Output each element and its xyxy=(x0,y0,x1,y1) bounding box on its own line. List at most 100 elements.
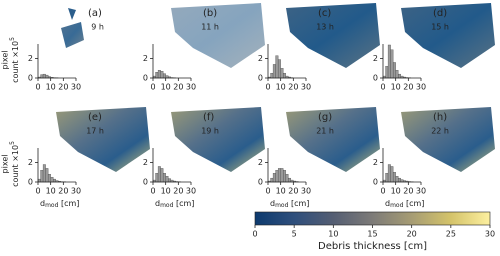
map xyxy=(171,3,265,68)
y-axis-label: pixel count ×105 xyxy=(1,141,20,187)
hist-bar xyxy=(280,68,284,79)
time-label: 19 h xyxy=(201,127,219,136)
panel-label: (d) xyxy=(433,8,447,19)
x-label-unit: [cm] xyxy=(403,199,424,208)
hist-bar xyxy=(168,178,171,183)
x-tick-label: 30 xyxy=(71,187,81,196)
x-tick-label: 0 xyxy=(35,83,40,92)
x-tick-label: 10 xyxy=(161,83,171,92)
colorbar-tick-label: 20 xyxy=(407,230,417,239)
time-label: 21 h xyxy=(316,127,334,136)
x-tick-label: 20 xyxy=(288,83,298,92)
y-tick-label: 2 xyxy=(143,158,148,167)
x-label-unit: [cm] xyxy=(288,199,309,208)
hist-bar xyxy=(160,71,164,79)
hist-bar xyxy=(270,72,274,79)
x-tick-label: 10 xyxy=(276,83,286,92)
colorbar-tick-label: 5 xyxy=(292,230,297,239)
time-label: 13 h xyxy=(316,23,334,32)
y-tick-label: 2 xyxy=(28,54,33,63)
colorbar-label: Debris thickness [cm] xyxy=(318,241,427,252)
y-label-line: count ×105 xyxy=(9,37,20,83)
map xyxy=(286,3,380,68)
x-tick-label: 0 xyxy=(265,83,270,92)
hist-bar xyxy=(165,176,169,183)
x-axis-label: dmod [cm] xyxy=(155,199,194,209)
hist-bar xyxy=(288,177,291,183)
hist-bar xyxy=(285,174,289,183)
x-tick-label: 20 xyxy=(288,187,298,196)
x-tick-label: 10 xyxy=(46,187,56,196)
y-tick-label: 0 xyxy=(143,74,148,83)
hist-bar xyxy=(157,70,161,79)
hist-bar xyxy=(50,176,54,183)
colorbar xyxy=(254,211,491,226)
hist-bar xyxy=(280,168,284,183)
x-label-sub: mod xyxy=(160,202,174,209)
map xyxy=(401,3,495,68)
x-tick-label: 20 xyxy=(403,187,413,196)
y-label-exp: 5 xyxy=(9,37,16,41)
x-axis-label: dmod [cm] xyxy=(385,199,424,209)
time-label: 22 h xyxy=(431,127,449,136)
hist-bar xyxy=(385,66,389,79)
x-tick-label: 30 xyxy=(416,83,426,92)
x-tick-label: 30 xyxy=(71,83,81,92)
y-tick-label: 2 xyxy=(258,158,263,167)
x-axis-label: dmod [cm] xyxy=(270,199,309,209)
panel-label: (c) xyxy=(318,8,331,19)
x-tick-label: 10 xyxy=(391,83,401,92)
x-tick-label: 20 xyxy=(58,187,68,196)
panel-label: (e) xyxy=(88,112,102,123)
y-label-text: count ×10 xyxy=(11,145,20,187)
hist-bar xyxy=(283,170,286,183)
panel-label: (g) xyxy=(318,112,332,123)
x-tick-label: 0 xyxy=(150,187,155,196)
x-tick-label: 10 xyxy=(276,187,286,196)
y-tick-label: 0 xyxy=(143,178,148,187)
x-axis-label: dmod [cm] xyxy=(40,199,79,209)
hist-bar xyxy=(390,166,394,183)
x-tick-label: 20 xyxy=(403,83,413,92)
hist-bar xyxy=(42,164,46,183)
hist-bar xyxy=(45,168,49,183)
hist-bar xyxy=(42,73,46,79)
hist-bar xyxy=(395,176,399,183)
time-label: 17 h xyxy=(86,127,104,136)
colorbar-tick-label: 0 xyxy=(252,230,257,239)
hist-bar xyxy=(385,173,389,183)
hist-bar xyxy=(53,178,56,183)
hist-bar xyxy=(162,173,166,183)
hist-bar xyxy=(398,177,401,183)
hist-bar xyxy=(395,70,399,79)
x-tick-label: 30 xyxy=(301,83,311,92)
hist-bar xyxy=(155,173,159,183)
map xyxy=(56,107,150,172)
hist-bar xyxy=(160,168,164,183)
hist-bar xyxy=(272,64,276,79)
time-label: 15 h xyxy=(431,23,449,32)
hist-bar xyxy=(398,73,401,79)
y-tick-label: 2 xyxy=(258,54,263,63)
x-label-main: d xyxy=(385,199,390,208)
map xyxy=(61,22,84,48)
hist-bar xyxy=(40,74,44,79)
x-tick-label: 0 xyxy=(380,187,385,196)
x-tick-label: 20 xyxy=(58,83,68,92)
x-label-unit: [cm] xyxy=(173,199,194,208)
hist-bar xyxy=(283,72,286,79)
y-label-exp: 5 xyxy=(9,141,16,145)
hist-bar xyxy=(392,62,396,79)
hist-bar xyxy=(275,55,279,79)
x-tick-label: 0 xyxy=(380,83,385,92)
x-tick-label: 30 xyxy=(301,187,311,196)
x-label-sub: mod xyxy=(45,202,59,209)
y-tick-label: 2 xyxy=(143,54,148,63)
colorbar-tick-label: 30 xyxy=(485,230,495,239)
time-label: 11 h xyxy=(201,23,219,32)
hist-bar xyxy=(45,74,49,79)
x-label-main: d xyxy=(270,199,275,208)
x-tick-label: 0 xyxy=(150,83,155,92)
map xyxy=(171,107,265,172)
time-label: 9 h xyxy=(91,23,104,32)
